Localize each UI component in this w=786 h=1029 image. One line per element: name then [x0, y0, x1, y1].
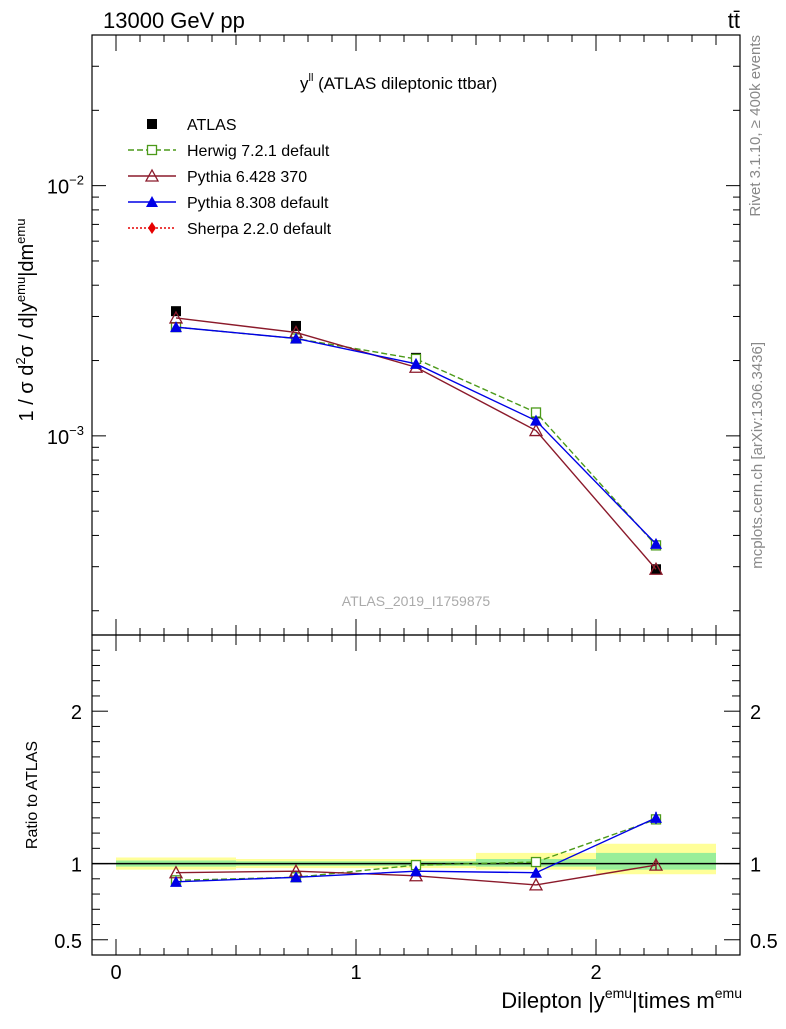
xlabel-sup: emu	[715, 985, 742, 1001]
ylabel-part: |dm	[16, 244, 38, 277]
series-3	[170, 321, 662, 549]
ratio-data-point	[528, 877, 544, 891]
main-y-axis-label: 1 / σ d2σ / d|yemu|dmemu	[13, 219, 38, 422]
plot-title-sup: ll	[309, 72, 314, 84]
legend-label: Pythia 8.308 default	[187, 195, 329, 212]
ratio-data-point	[170, 875, 182, 887]
legend-marker	[144, 168, 160, 182]
x-tick-label: 2	[590, 962, 601, 984]
ratio-y-tick-label: 1	[71, 855, 82, 877]
ratio-data-point	[648, 857, 664, 871]
ratio-data-point	[530, 856, 542, 868]
xlabel-sup: emu	[605, 985, 632, 1001]
legend-marker	[148, 222, 156, 234]
plot-title-main: y	[300, 74, 309, 93]
ylabel-sup: emu	[13, 219, 28, 244]
ratio-y-tick-label-right: 1	[750, 855, 761, 877]
ratio-frame	[91, 634, 741, 956]
ratio-y-tick-label: 0.5	[54, 931, 82, 953]
x-tick-label: 1	[350, 962, 361, 984]
main-y-tick-label: 10−2	[47, 173, 84, 199]
tick-base: 10	[47, 177, 69, 199]
ylabel-sup: emu	[13, 277, 28, 302]
ratio-y-tick-label-right: 2	[750, 702, 761, 724]
ratio-y-tick-label-right: 0.5	[750, 931, 778, 953]
ratio-data-point	[530, 866, 542, 878]
legend-label: Herwig 7.2.1 default	[187, 143, 330, 160]
legend-marker	[147, 119, 157, 129]
ratio-data-point	[410, 865, 422, 877]
tick-base: 10	[47, 427, 69, 449]
plot-title-rest: (ATLAS dileptonic ttbar)	[313, 74, 497, 93]
xlabel-part: Dilepton |y	[501, 988, 605, 1013]
rivet-version-label: Rivet 3.1.10, ≥ 400k events	[747, 35, 764, 217]
legend-label: Pythia 6.428 370	[187, 169, 307, 186]
data-point	[530, 414, 542, 426]
data-point	[528, 423, 544, 437]
legend-marker	[146, 144, 158, 156]
ratio-y-axis-label: Ratio to ATLAS	[24, 741, 41, 849]
ratio-data-point	[290, 871, 302, 883]
ylabel-part: 1 / σ d	[16, 365, 38, 422]
data-point	[290, 332, 302, 344]
ratio-panel: 0.5 0.5 1 1 2 2 0 1 2 Ratio to ATLAS Dilepton |y…	[24, 634, 778, 1013]
energy-label: 13000 GeV pp	[103, 8, 245, 33]
tick-exponent: −3	[69, 423, 84, 438]
ratio-axis-ticks: 0.5 0.5 1 1 2 2 0 1 2	[54, 634, 778, 984]
legend-label: ATLAS	[187, 117, 237, 134]
legend-marker	[146, 196, 158, 207]
main-y-tick-label: 10−3	[47, 423, 84, 449]
tick-exponent: −2	[69, 173, 84, 188]
ylabel-sup: 2	[13, 357, 28, 364]
series-line	[175, 326, 657, 546]
data-point	[648, 561, 664, 575]
mcplots-label: mcplots.cern.ch [arXiv:1306.3436]	[749, 342, 766, 569]
ratio-plot-area	[92, 811, 740, 891]
x-axis-label: Dilepton |yemu|times memu	[501, 985, 742, 1013]
ratio-series-2	[170, 811, 662, 887]
plot-title: yll (ATLAS dileptonic ttbar)	[300, 72, 497, 93]
data-point	[410, 357, 422, 369]
process-label: tt̄	[728, 8, 740, 33]
analysis-watermark: ATLAS_2019_I1759875	[342, 593, 491, 609]
data-point	[650, 537, 662, 549]
main-axis-ticks: 10−210−3	[47, 34, 740, 635]
data-point	[170, 321, 182, 333]
x-tick-label: 0	[110, 962, 121, 984]
legend-label: Sherpa 2.2.0 default	[187, 221, 332, 238]
legend: ATLAS Herwig 7.2.1 default Pythia 6.428 37…	[128, 117, 332, 238]
ylabel-part: σ / d|y	[16, 302, 38, 357]
ratio-y-tick-label: 2	[71, 702, 82, 724]
main-plot-area	[168, 306, 664, 575]
xlabel-part: |times m	[632, 988, 715, 1013]
main-panel: 10−210−3 ATLAS_2019_I1759875 yll (ATLAS …	[13, 34, 741, 636]
